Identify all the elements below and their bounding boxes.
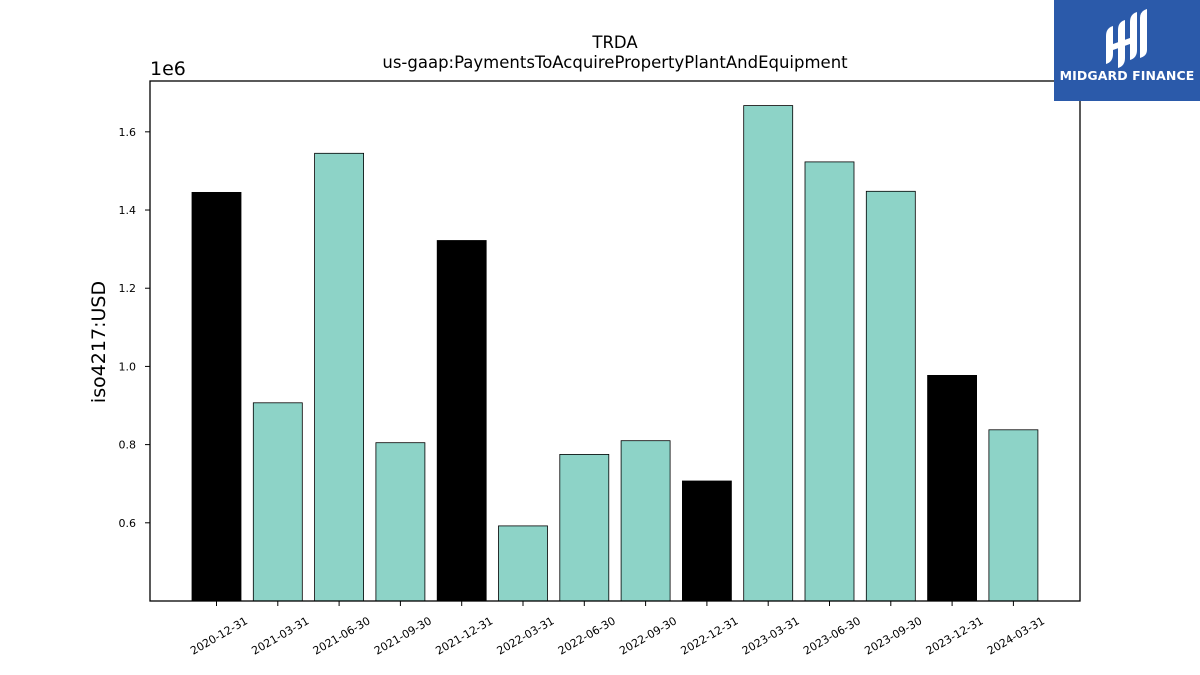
x-tick-label: 2021-12-31 [433, 614, 495, 657]
x-tick-label: 2021-09-30 [372, 614, 434, 657]
x-tick-label: 2021-06-30 [311, 614, 373, 657]
bar-2022-06-30 [559, 453, 610, 602]
bar-2023-12-31 [927, 374, 977, 602]
logo-text: MIDGARD FINANCE [1059, 68, 1195, 83]
bar-2023-03-31 [743, 105, 794, 602]
y-tick-label: 0.8 [119, 439, 137, 452]
bar-2023-09-30 [865, 190, 916, 602]
bar-2021-12-31 [436, 240, 487, 602]
y-tick-label: 1.4 [119, 204, 137, 217]
bars-layer [191, 105, 1039, 602]
x-tick-label: 2022-12-31 [679, 614, 741, 657]
midgard-logo-icon [1106, 9, 1147, 68]
plot-frame [149, 80, 1081, 602]
x-tick-label: 2023-09-30 [862, 614, 924, 657]
y-tick-label: 0.6 [119, 517, 137, 530]
bar-2022-12-31 [682, 480, 732, 602]
y-tick-label: 1.6 [119, 126, 137, 139]
x-tick-label: 2023-12-31 [924, 614, 986, 657]
x-tick-label: 2024-03-31 [985, 614, 1047, 657]
x-ticks: 2020-12-31 2021-03-31 2021-06-30 2021-09-30… [188, 601, 1047, 658]
bar-2023-06-30 [804, 161, 855, 602]
y-tick-label: 1.0 [119, 360, 137, 373]
x-tick-label: 2022-06-30 [556, 614, 618, 657]
x-tick-label: 2020-12-31 [188, 614, 250, 657]
x-tick-label: 2023-06-30 [801, 614, 863, 657]
x-tick-label: 2021-03-31 [249, 614, 311, 657]
bar-2021-09-30 [375, 442, 426, 602]
bar-2022-09-30 [620, 440, 671, 602]
company-logo: MIDGARD FINANCE [1054, 0, 1200, 101]
bar-2021-03-31 [252, 402, 303, 602]
y-tick-label: 1.2 [119, 282, 137, 295]
bar-2022-03-31 [498, 525, 548, 602]
y-axis-label: iso4217:USD [88, 281, 110, 403]
x-tick-label: 2023-03-31 [740, 614, 802, 657]
chart-subtitle: us-gaap:PaymentsToAcquirePropertyPlantAn… [382, 53, 848, 72]
x-tick-label: 2022-09-30 [617, 614, 679, 657]
chart-title: TRDA [591, 33, 638, 52]
bar-2021-06-30 [314, 152, 365, 602]
y-scale-label: 1e6 [150, 58, 186, 80]
x-tick-label: 2022-03-31 [495, 614, 557, 657]
bar-2020-12-31 [191, 191, 242, 602]
y-ticks: 0.6 0.8 1.0 1.2 1.4 1.6 [119, 126, 150, 530]
bar-2024-03-31 [988, 429, 1039, 602]
